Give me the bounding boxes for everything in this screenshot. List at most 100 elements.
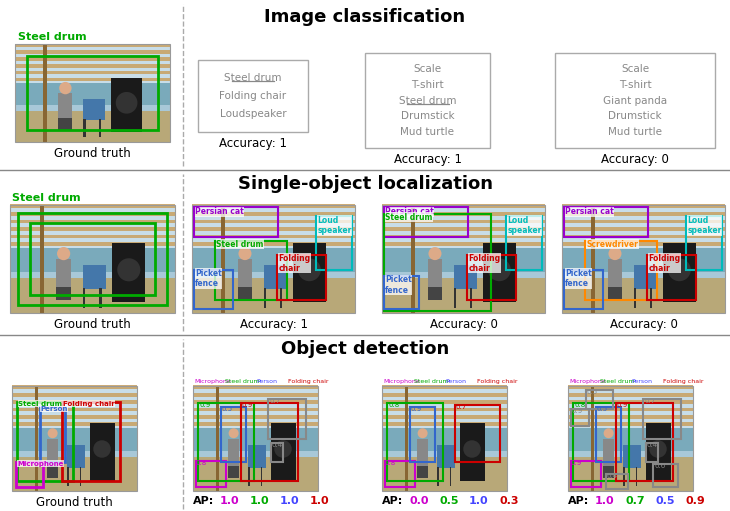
Bar (228, 466, 239, 478)
Bar (215, 386, 218, 491)
Text: T-shirt: T-shirt (411, 80, 444, 89)
Bar (568, 400, 693, 404)
Text: Persian cat: Persian cat (195, 207, 244, 216)
Bar (193, 457, 318, 491)
Bar (238, 287, 253, 300)
Bar (47, 438, 58, 468)
Bar (384, 276, 420, 309)
Text: Picket
fence: Picket fence (565, 269, 592, 288)
Bar (43, 44, 47, 142)
Bar (34, 386, 38, 491)
Text: Folding chair: Folding chair (288, 379, 328, 384)
Bar (192, 242, 355, 246)
Text: 0.9: 0.9 (242, 402, 253, 408)
Text: Steel drum: Steel drum (18, 401, 62, 407)
Bar (12, 386, 137, 433)
Text: 0.9: 0.9 (411, 406, 422, 412)
Circle shape (59, 82, 72, 95)
Bar (10, 242, 175, 246)
Text: Steel drum: Steel drum (18, 32, 87, 42)
Text: Accuracy: 1: Accuracy: 1 (393, 153, 461, 166)
Circle shape (239, 247, 252, 260)
Bar (382, 212, 545, 216)
Bar (192, 235, 355, 239)
Text: Folding
chair: Folding chair (278, 253, 310, 273)
Text: T-shirt: T-shirt (619, 80, 651, 89)
Bar (603, 438, 614, 468)
Bar (585, 390, 613, 409)
Bar (382, 393, 507, 397)
Bar (16, 461, 43, 487)
Text: Steel drum: Steel drum (217, 240, 264, 248)
Bar (27, 56, 158, 130)
Text: Steel drum: Steel drum (399, 96, 456, 105)
Text: Accuracy: 0: Accuracy: 0 (429, 318, 497, 331)
Bar (382, 385, 507, 389)
Bar (365, 53, 490, 148)
Text: Scale: Scale (621, 64, 649, 74)
Bar (382, 428, 507, 451)
Bar (280, 288, 283, 308)
Bar (555, 53, 715, 148)
Bar (30, 223, 155, 295)
Bar (12, 457, 137, 491)
Text: 1.0: 1.0 (280, 496, 299, 506)
Bar (410, 407, 434, 461)
Bar (411, 205, 415, 313)
Bar (562, 220, 725, 223)
Bar (12, 415, 137, 419)
Bar (647, 254, 696, 300)
Bar (193, 408, 318, 411)
Text: 0.6: 0.6 (654, 462, 666, 469)
Text: Microphone: Microphone (17, 460, 64, 467)
Bar (10, 212, 175, 216)
Bar (193, 393, 318, 397)
Bar (12, 422, 137, 426)
Bar (193, 386, 318, 491)
Text: Accuracy: 0: Accuracy: 0 (610, 318, 677, 331)
Bar (382, 227, 545, 231)
Bar (591, 386, 593, 491)
Text: 0.9: 0.9 (617, 402, 628, 408)
Text: 0.8: 0.8 (385, 459, 396, 466)
Text: Microphone: Microphone (569, 379, 606, 384)
Circle shape (488, 259, 511, 281)
Bar (82, 266, 106, 289)
Bar (99, 288, 101, 308)
Bar (663, 243, 696, 302)
Bar (634, 266, 656, 289)
Bar (643, 399, 680, 438)
Bar (382, 242, 545, 246)
Bar (382, 205, 545, 313)
Bar (12, 408, 137, 411)
Text: Accuracy: 1: Accuracy: 1 (219, 137, 287, 150)
Circle shape (609, 247, 621, 260)
Bar (564, 270, 603, 309)
Bar (382, 205, 545, 253)
Bar (56, 287, 71, 300)
Circle shape (228, 428, 239, 438)
Bar (382, 457, 507, 491)
Bar (15, 44, 170, 142)
Text: 1.0: 1.0 (595, 496, 615, 506)
Circle shape (668, 259, 691, 281)
Bar (80, 467, 81, 486)
Text: 0.4: 0.4 (647, 442, 658, 448)
Text: 0.5: 0.5 (222, 406, 233, 412)
Text: Accuracy: 0: Accuracy: 0 (601, 153, 669, 166)
Bar (562, 248, 725, 272)
Bar (198, 403, 254, 480)
Circle shape (118, 258, 140, 282)
Text: Picket
fence: Picket fence (195, 269, 222, 288)
Bar (382, 386, 507, 491)
Bar (382, 205, 545, 313)
Bar (568, 385, 693, 389)
Bar (10, 205, 175, 313)
Bar (459, 423, 485, 480)
Bar (417, 466, 429, 478)
Circle shape (464, 440, 481, 458)
Bar (562, 205, 725, 253)
Bar (15, 71, 170, 75)
Text: AP:: AP: (568, 496, 589, 506)
Bar (568, 386, 693, 491)
